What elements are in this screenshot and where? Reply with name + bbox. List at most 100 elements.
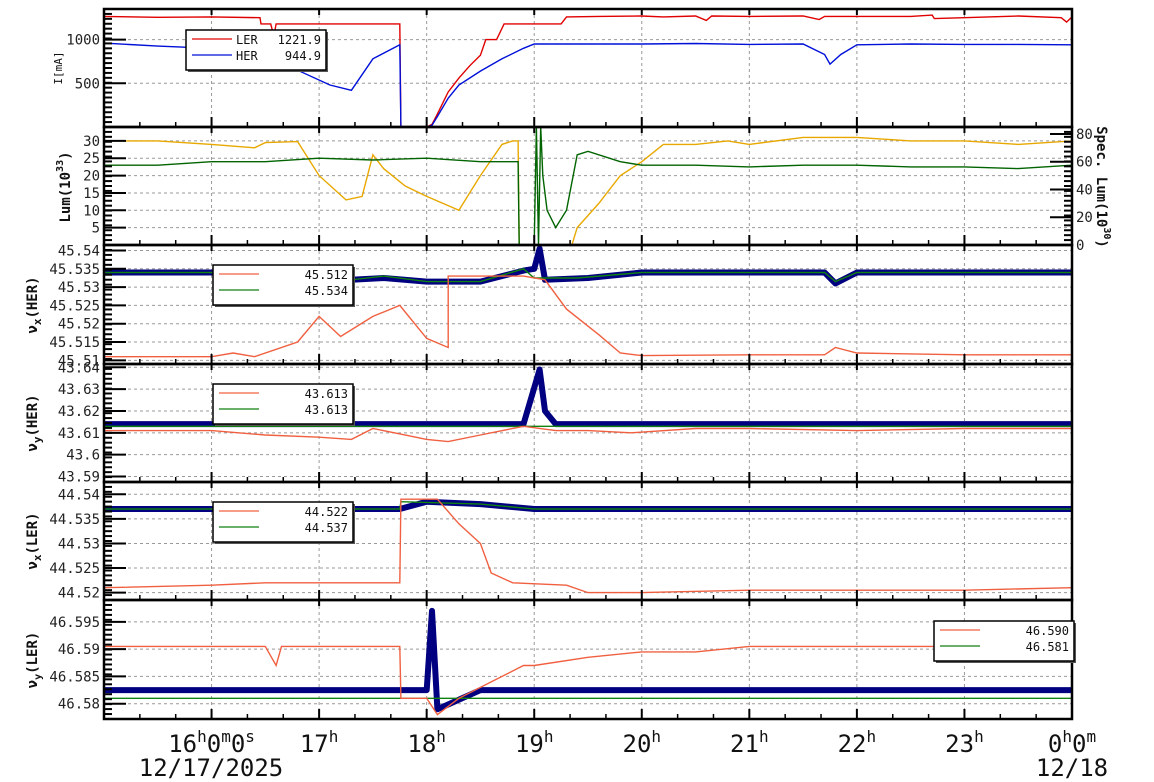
y-tick-label: 30 [83,134,100,150]
y-tick-label: 20 [83,169,100,185]
scatter-band-tune-meas [104,607,1072,713]
legend-nuy_her: 43.613 43.613 [212,383,355,426]
y-tick-label: 45.52 [58,317,100,333]
y2-tick-label: 20 [1076,210,1093,226]
y-tick-label: 5 [92,221,100,237]
y-tick-label: 44.535 [49,512,100,528]
legend-nux_ler: 44.522 44.537 [212,501,355,544]
marker [854,422,859,427]
legend-current: LER 1221.9 HER 944.9 [185,29,328,72]
axis-ticks [104,9,1073,719]
legend-nuy_ler: 46.590 46.581 [933,620,1076,663]
series-nuy_ler [104,607,1072,716]
nuy-ler-ylabel: νy(LER) [25,632,44,689]
date-right: 12/18 [1036,754,1108,782]
y2-tick-label: 60 [1076,155,1093,171]
y-tick-label: 500 [75,76,100,92]
y-tick-label: 46.59 [58,642,100,658]
marker [639,688,644,693]
marker [962,422,967,427]
y-tick-label: 44.54 [58,487,100,503]
marker [430,608,435,613]
y-tick-label: 46.585 [49,669,100,685]
x-tick-label: 23h [945,727,984,758]
y-tick-label: 43.61 [58,426,100,442]
line-Luminosity [104,136,1072,245]
legend-value: 43.613 [305,403,348,417]
marker [586,275,590,280]
marker [537,246,542,251]
y-tick-label: 44.52 [58,586,100,602]
x-tick-label: 22h [838,727,877,758]
nux-ler-ylabel: νx(LER) [25,512,44,569]
marker [521,268,526,273]
date-left: 12/17/2025 [139,754,284,782]
line-setting [104,275,1072,358]
x-tick-label: 16h0m0s [168,727,255,758]
y-tick-label: 43.63 [58,382,100,398]
line-setting [104,425,1072,443]
line-setting [104,645,1072,716]
line-Spec. Lum [104,127,1072,245]
y2-tick-label: 0 [1076,238,1084,254]
marker [532,688,537,693]
y-tick-label: 45.54 [58,243,100,259]
marker [424,688,429,693]
marker [424,422,429,427]
marker [747,688,752,693]
y-tick-label: 45.51 [58,353,100,369]
marker [962,688,967,693]
marker [435,707,440,712]
y-tick-label: 45.525 [49,298,100,314]
y-tick-label: 44.53 [58,536,100,552]
legend-value: 45.512 [305,268,348,282]
legend-value: 44.537 [305,521,348,535]
x-tick-label: 20h [623,727,662,758]
legend-value: 46.590 [1026,624,1069,638]
y-tick-label: 43.59 [58,470,100,486]
marker [747,422,752,427]
legend-box [185,29,327,71]
legend-value: 1221.9 [278,33,321,47]
x-tick-label: 0h0m [1048,727,1096,758]
marker [537,367,542,372]
legend-box [212,383,354,425]
x-tick-label: 18h [407,727,446,758]
marker [317,688,322,693]
marker [381,275,386,280]
y-tick-label: 46.595 [49,615,100,631]
line-setting [104,498,1072,594]
nuy-her-ylabel: νy(HER) [25,394,44,451]
y-tick-label: 43.64 [58,360,100,376]
marker [521,422,526,427]
marker [553,422,558,427]
legend-value: 44.522 [305,505,348,519]
legend-box [933,620,1075,662]
nux-her-ylabel: νx(HER) [25,276,44,333]
y-tick-label: 46.58 [58,697,100,713]
marker [854,688,859,693]
legend-value: 43.613 [305,387,348,401]
marker [833,281,838,286]
x-tick-label: 21h [730,727,769,758]
marker [209,688,214,693]
panel-frame-nuy_ler [102,598,1074,721]
y-tick-label: 1000 [66,33,100,49]
lum-ylabel: Lum(1033) [55,151,74,222]
legend-value: 944.9 [285,49,321,63]
y-tick-label: 15 [83,186,100,202]
x-tick-label: 17h [300,727,339,758]
legend-name: LER [236,33,258,47]
y-tick-label: 43.6 [66,448,100,464]
marker [397,688,402,693]
y-tick-label: 44.525 [49,561,100,577]
legend-nux_her: 45.512 45.534 [212,264,355,307]
legend-box [212,264,354,306]
spec-lum-ylabel: Spec. Lum(1030) [1093,126,1112,248]
current-ylabel: I[mA] [52,51,65,84]
y-tick-label: 45.535 [49,262,100,278]
y2-tick-label: 80 [1076,127,1093,143]
y-tick-label: 45.53 [58,280,100,296]
marker [532,266,537,271]
